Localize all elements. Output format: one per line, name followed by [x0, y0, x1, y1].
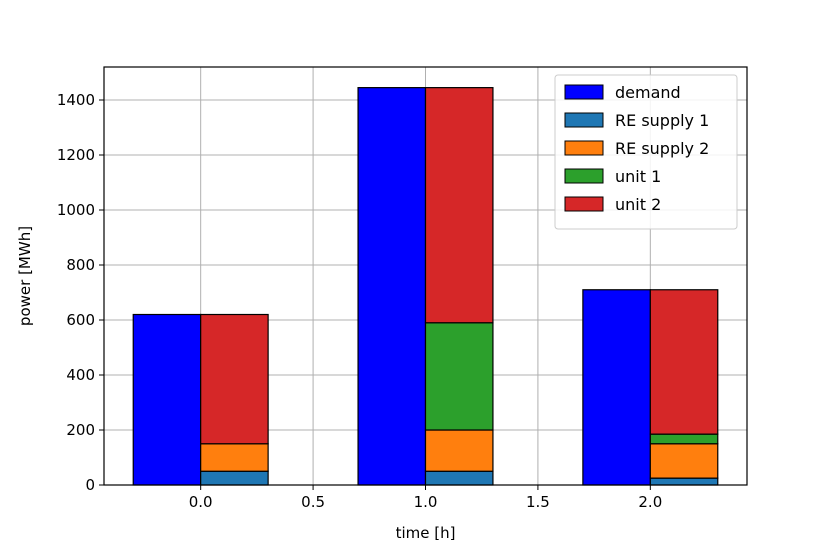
legend-swatch — [564, 140, 604, 156]
supply-bar-segment — [424, 429, 494, 472]
tick-layer: 0.0 0.5 1.0 1.5 2.0 0 200 400 600 800 1000 1200 1400 — [57, 91, 662, 511]
legend-swatch — [564, 84, 604, 100]
y-tick-label: 1200 — [57, 146, 95, 164]
supply-bar-segment — [200, 443, 269, 472]
bar-layer — [132, 87, 719, 486]
y-tick-label: 400 — [66, 366, 95, 384]
supply-bar-segment — [649, 433, 719, 445]
y-tick-label: 1000 — [57, 201, 95, 219]
y-tick-label: 800 — [66, 256, 95, 274]
supply-bar-segment — [424, 322, 494, 431]
y-tick-label: 1400 — [57, 91, 95, 109]
demand-bar — [357, 87, 427, 486]
supply-bar-segment — [649, 477, 719, 486]
legend-swatch — [564, 168, 604, 184]
x-axis-label: time [h] — [396, 524, 456, 542]
y-tick-label: 0 — [85, 476, 95, 494]
supply-bar-segment — [649, 443, 719, 479]
legend-label: demand — [615, 83, 681, 102]
x-tick-label: 2.0 — [638, 493, 662, 511]
y-tick-label: 200 — [66, 421, 95, 439]
y-axis-label: power [MWh] — [16, 226, 34, 326]
y-tick-label: 600 — [66, 311, 95, 329]
legend-label: RE supply 1 — [615, 111, 709, 130]
demand-bar — [582, 289, 651, 486]
legend-swatch — [564, 196, 604, 212]
legend-label: unit 2 — [615, 195, 661, 214]
x-tick-label: 1.5 — [526, 493, 550, 511]
supply-bar-segment — [424, 87, 494, 324]
legend-swatch — [564, 112, 604, 128]
supply-bar-segment — [424, 470, 494, 486]
supply-bar-segment — [200, 470, 269, 486]
x-tick-label: 0.0 — [189, 493, 213, 511]
supply-bar-segment — [200, 313, 269, 445]
legend-label: RE supply 2 — [615, 139, 709, 158]
x-tick-label: 0.5 — [301, 493, 325, 511]
legend-label: unit 1 — [615, 167, 661, 186]
demand-bar — [132, 313, 202, 486]
x-tick-label: 1.0 — [414, 493, 438, 511]
legend: demand RE supply 1 RE supply 2 unit 1 unit 2 — [554, 74, 738, 230]
supply-bar-segment — [649, 289, 719, 435]
